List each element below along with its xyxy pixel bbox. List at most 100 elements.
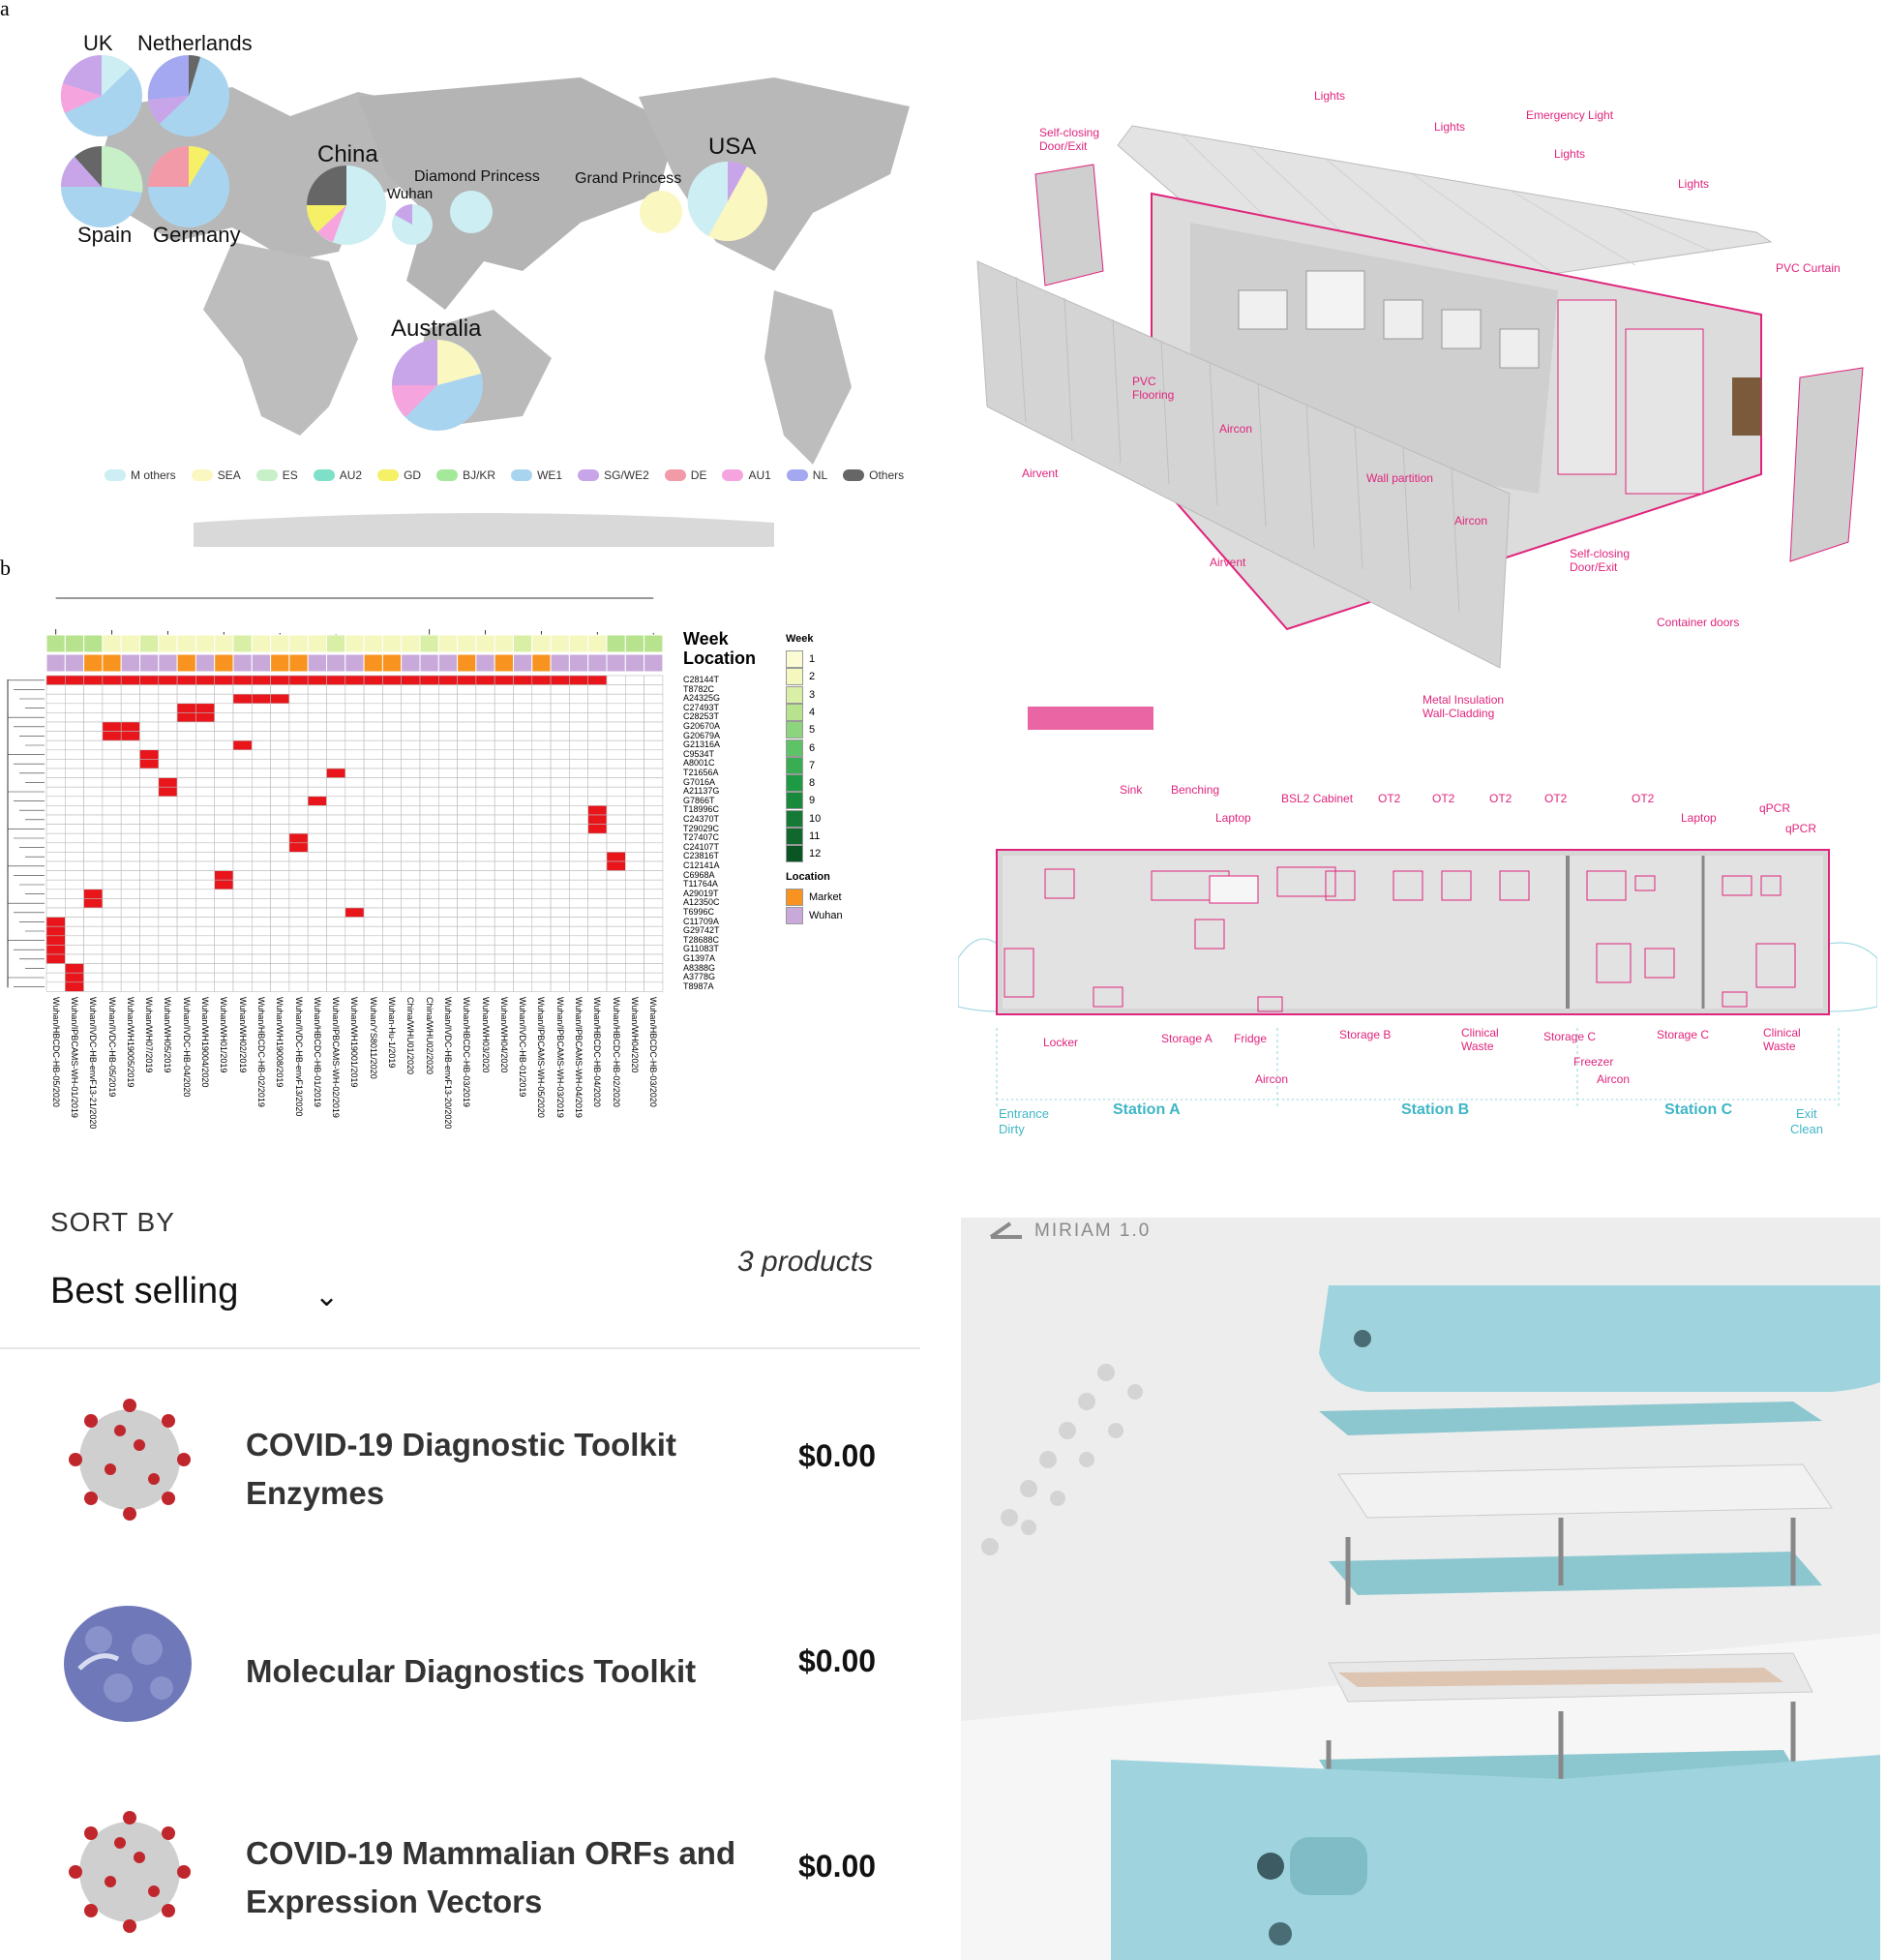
heatmap-cell — [270, 712, 290, 723]
week-legend-label: 4 — [809, 706, 816, 718]
heatmap-cell — [382, 777, 402, 788]
heatmap-cell — [120, 759, 140, 769]
heatmap-cell — [363, 981, 383, 992]
week-legend-item: 1 — [786, 650, 815, 668]
label-spain: Spain — [77, 223, 133, 247]
heatmap-cell — [214, 731, 234, 741]
heatmap-cell — [624, 935, 644, 946]
heatmap-cell — [401, 693, 421, 705]
location-cell — [363, 653, 383, 673]
heatmap-cell — [45, 777, 66, 788]
heatmap-cell — [513, 860, 533, 871]
pie-australia — [392, 340, 483, 431]
heatmap-cell — [45, 945, 66, 955]
heatmap-cell — [531, 925, 552, 937]
heatmap-cell — [326, 786, 346, 798]
heatmap-cell — [437, 675, 458, 685]
heatmap-cell — [232, 925, 253, 937]
location-legend-label: Wuhan — [809, 910, 843, 921]
heatmap-cell — [475, 712, 495, 723]
week-legend-label: 8 — [809, 777, 816, 790]
chevron-down-icon[interactable]: ⌄ — [314, 1281, 340, 1312]
heatmap-cell — [363, 712, 383, 723]
heatmap-cell — [251, 842, 271, 853]
heatmap-cell — [102, 703, 122, 713]
heatmap-cell — [232, 917, 253, 927]
heatmap-cell — [437, 814, 458, 825]
heatmap-cell — [307, 675, 327, 685]
heatmap-cell — [251, 703, 271, 713]
heatmap-cell — [251, 768, 271, 778]
map-legend-item: Others — [843, 468, 904, 482]
heatmap-cell — [65, 796, 84, 806]
heatmap-cell — [475, 703, 495, 713]
heatmap-cell — [139, 945, 160, 955]
heatmap-cell — [363, 777, 383, 788]
protein-image[interactable] — [60, 1601, 195, 1727]
heatmap-col-label: Wuhan/IVDC-HB-envF13-21/2020 — [88, 997, 99, 1130]
plan-storage-b: Storage B — [1339, 1028, 1392, 1041]
heatmap-row-label: T28688C — [683, 934, 720, 945]
heatmap-cell — [475, 786, 495, 798]
heatmap-cell — [158, 889, 178, 899]
heatmap-cell — [624, 860, 644, 871]
heatmap-cell — [83, 963, 104, 974]
heatmap-cell — [382, 925, 402, 937]
heatmap-cell — [401, 832, 421, 844]
heatmap-cell — [437, 768, 458, 778]
heatmap-cell — [307, 935, 327, 946]
virus-image[interactable] — [64, 1806, 195, 1938]
heatmap-cell — [437, 739, 458, 751]
heatmap-cell — [457, 935, 477, 946]
heatmap-cell — [214, 842, 234, 853]
product-title[interactable]: COVID-19 Mammalian ORFs and Expression V… — [246, 1835, 736, 1919]
location-cell — [513, 653, 533, 673]
heatmap-cell — [65, 814, 84, 825]
heatmap-cell — [307, 814, 327, 825]
product-title[interactable]: Molecular Diagnostics Toolkit — [246, 1653, 697, 1689]
map-legend-label: Others — [869, 468, 905, 482]
heatmap-cell — [195, 693, 215, 705]
heatmap-cell — [531, 712, 552, 723]
week-legend-label: 11 — [809, 830, 821, 842]
map-legend-label: AU1 — [748, 468, 771, 482]
heatmap-cell — [644, 786, 664, 798]
heatmap-cell — [457, 945, 477, 955]
heatmap-cell — [158, 749, 178, 760]
label-grand-princess: Grand Princess — [575, 170, 682, 187]
heatmap-cell — [214, 972, 234, 983]
heatmap-row-label: C28144T — [683, 675, 720, 684]
heatmap-cell — [550, 963, 570, 974]
heatmap-cell — [195, 842, 215, 853]
heatmap-cell — [214, 824, 234, 834]
sort-select[interactable]: Best selling — [50, 1271, 239, 1312]
heatmap-cell — [251, 925, 271, 937]
heatmap-cell — [494, 814, 514, 825]
map-legend-label: DE — [690, 468, 707, 482]
ann-aircon-1: Aircon — [1219, 422, 1253, 436]
heatmap-cell — [363, 739, 383, 751]
location-cell — [624, 653, 645, 673]
heatmap-cell — [307, 703, 327, 713]
heatmap-cell — [606, 945, 626, 955]
map-legend-item: SEA — [191, 468, 241, 482]
heatmap-cell — [606, 814, 626, 825]
heatmap-cell — [569, 879, 589, 890]
heatmap-cell — [120, 675, 140, 685]
heatmap-cell — [531, 972, 552, 983]
heatmap-cell — [569, 759, 589, 769]
heatmap-cell — [475, 768, 495, 778]
heatmap-cell — [494, 879, 514, 890]
heatmap-cell — [513, 889, 533, 899]
heatmap-cell — [307, 777, 327, 788]
ann-lights-2: Lights — [1434, 120, 1466, 134]
product-title[interactable]: COVID-19 Diagnostic Toolkit Enzymes — [246, 1427, 676, 1511]
heatmap-cell — [606, 889, 626, 899]
heatmap-cell — [307, 963, 327, 974]
heatmap-cell — [195, 907, 215, 918]
heatmap-cell — [214, 786, 234, 798]
virus-image[interactable] — [64, 1394, 195, 1525]
location-cell — [381, 653, 403, 673]
heatmap-cell — [251, 852, 271, 862]
heatmap-cell — [326, 796, 346, 806]
